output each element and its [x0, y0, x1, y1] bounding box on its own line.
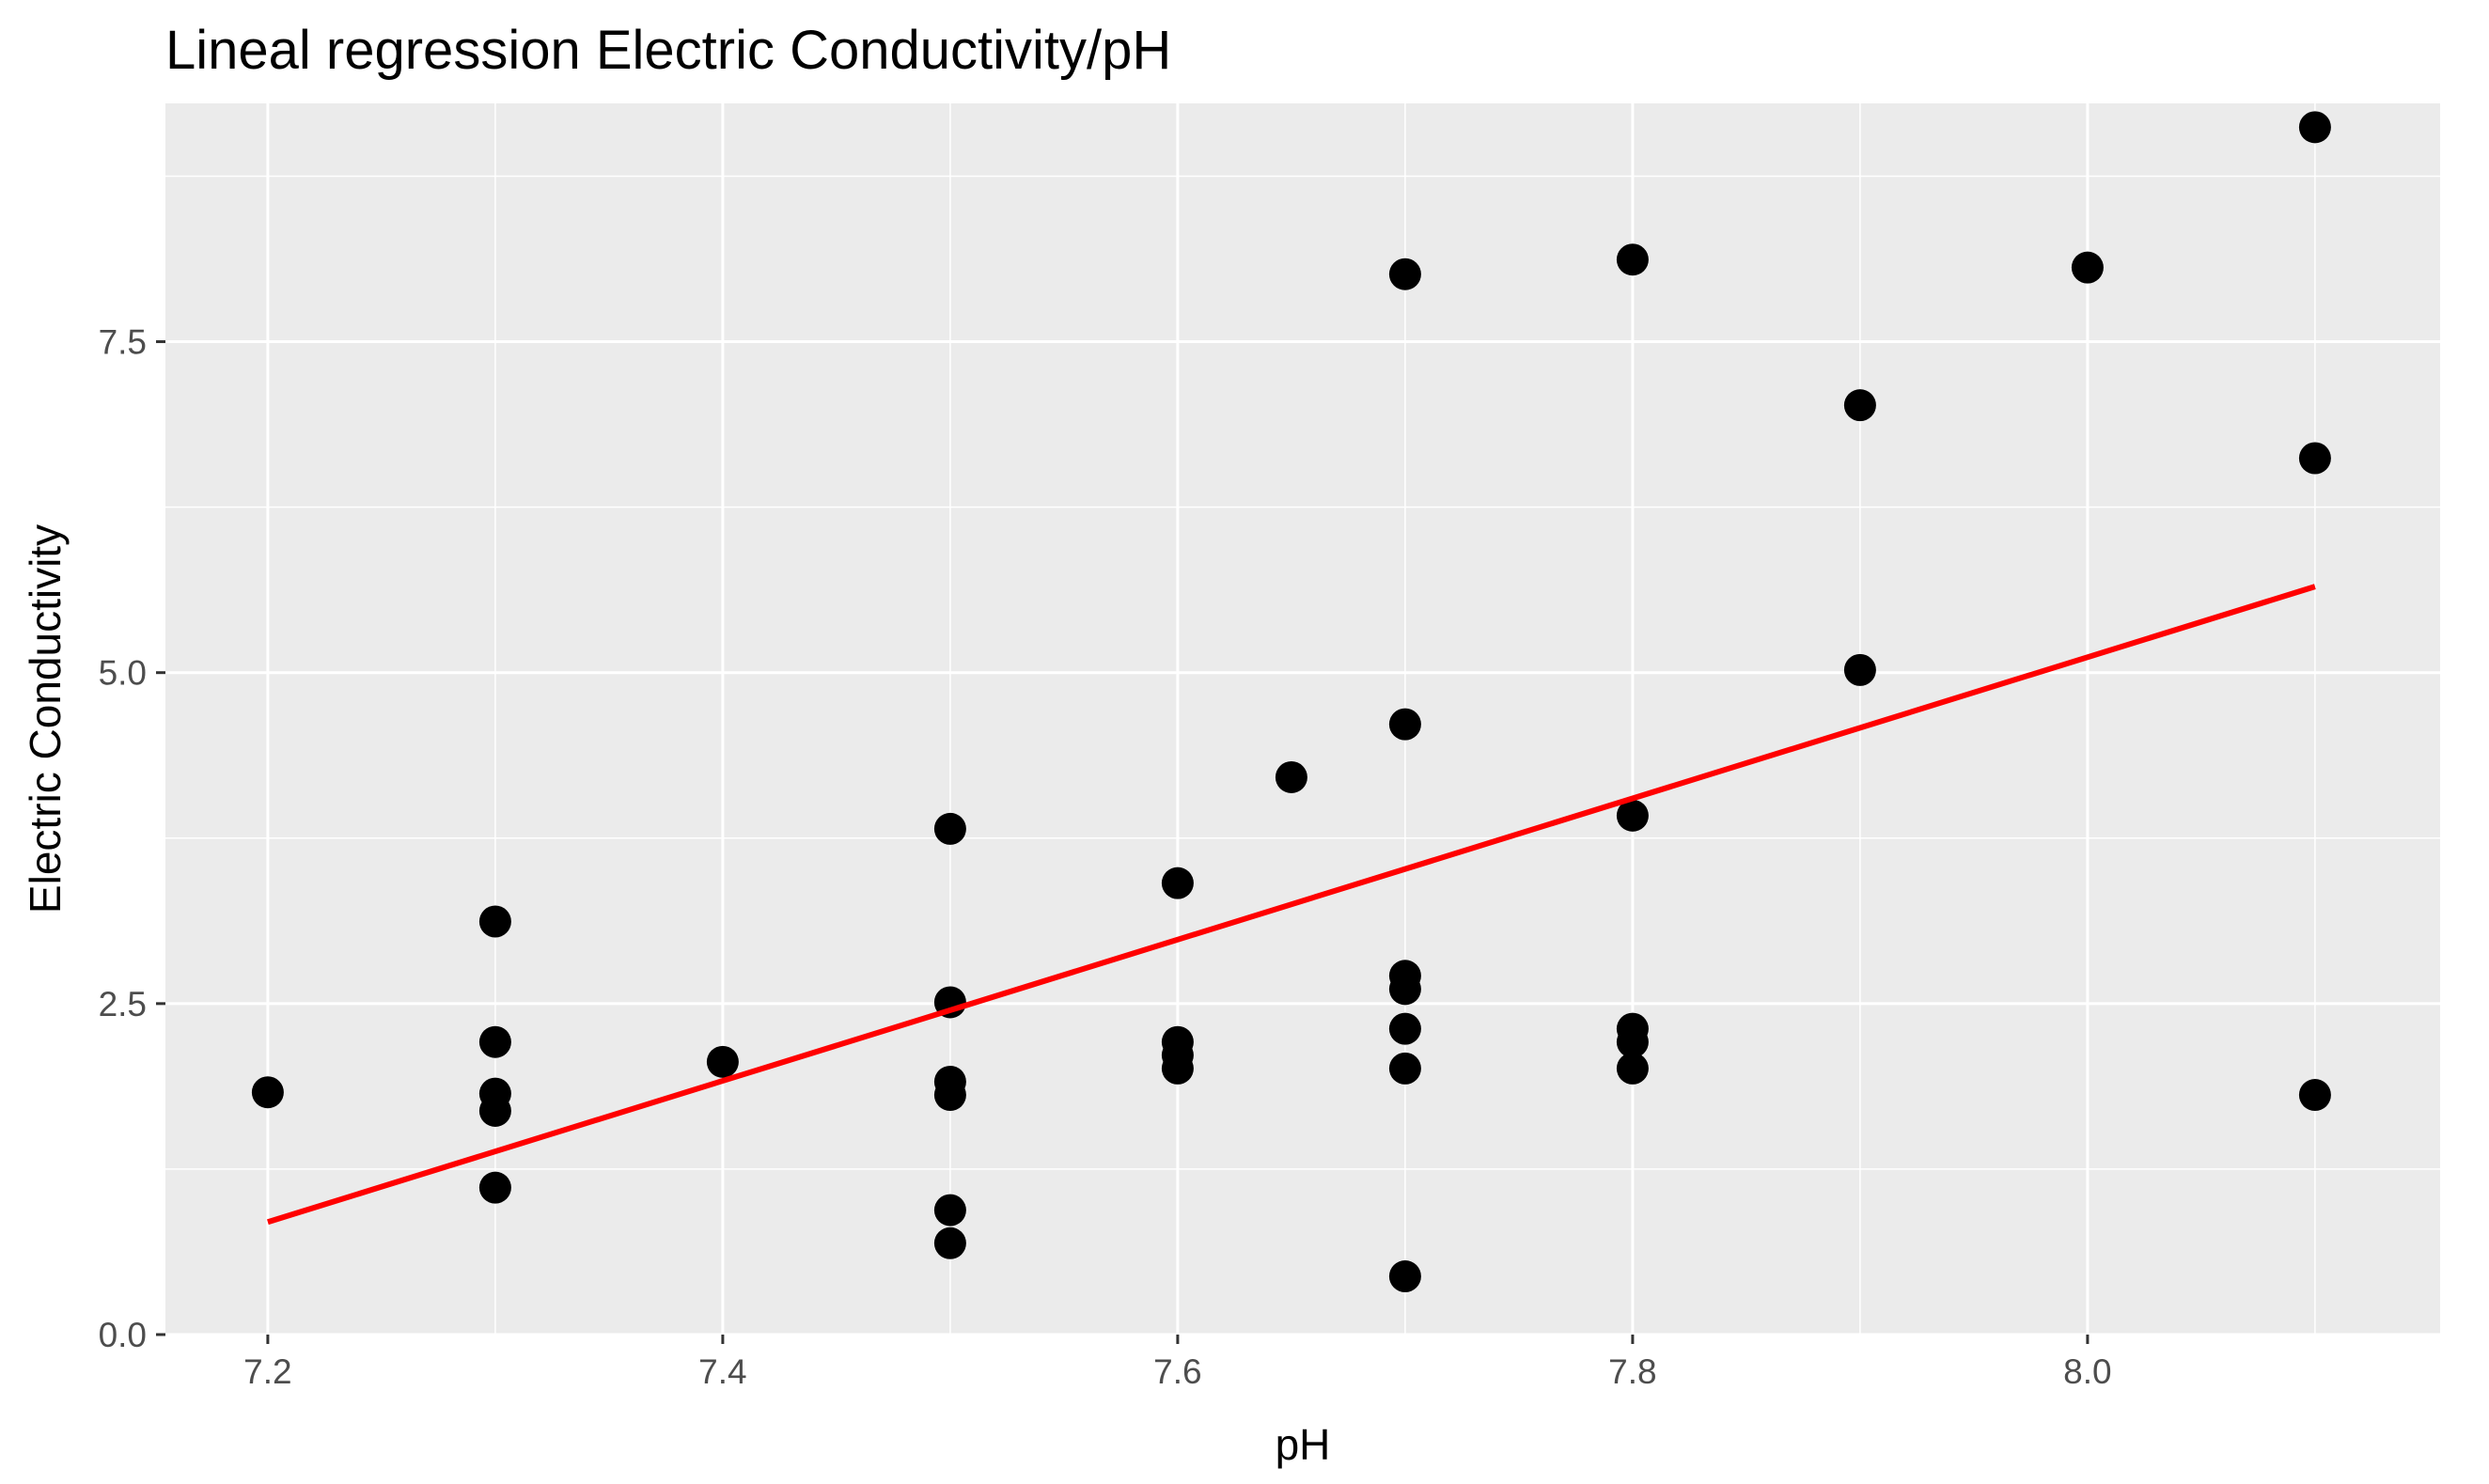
data-point — [478, 905, 511, 938]
data-point — [933, 1194, 966, 1226]
data-point — [478, 1025, 511, 1058]
data-point — [2298, 1079, 2331, 1112]
regression-line — [267, 584, 2316, 1226]
data-point — [1616, 799, 1649, 832]
y-tick-label: 7.5 — [99, 323, 147, 362]
regression-line-layer — [267, 584, 2316, 1226]
x-tick-label: 7.4 — [698, 1352, 746, 1391]
y-tick-label: 2.5 — [99, 985, 147, 1023]
data-point — [2298, 111, 2331, 144]
data-point — [478, 1171, 511, 1204]
data-point — [1388, 1012, 1421, 1045]
data-point — [706, 1045, 739, 1078]
data-point — [1616, 1052, 1649, 1085]
data-point — [933, 812, 966, 845]
major-gridlines — [165, 103, 2440, 1336]
data-point — [1161, 867, 1194, 899]
data-point — [1388, 708, 1421, 741]
chart-title: Lineal regression Electric Conductivity/… — [165, 20, 1171, 81]
data-point — [1388, 258, 1421, 290]
data-point — [1388, 1260, 1421, 1293]
data-point — [2071, 251, 2104, 284]
data-point — [1161, 1052, 1194, 1085]
data-point — [1843, 653, 1876, 686]
x-axis: 7.2 7.4 7.6 7.8 8.0 — [243, 1335, 2112, 1391]
data-point — [1388, 973, 1421, 1006]
x-tick-label: 7.6 — [1153, 1352, 1201, 1391]
x-tick-label: 7.8 — [1608, 1352, 1656, 1391]
y-axis-label: Electric Conductivity — [21, 524, 70, 914]
data-point — [1843, 389, 1876, 422]
x-tick-label: 8.0 — [2063, 1352, 2111, 1391]
y-tick-label: 0.0 — [99, 1316, 147, 1354]
data-point — [933, 1079, 966, 1112]
data-point — [2298, 442, 2331, 475]
data-point — [1275, 760, 1307, 793]
x-tick-label: 7.2 — [243, 1352, 291, 1391]
data-point — [1388, 1052, 1421, 1085]
minor-gridlines — [165, 103, 2440, 1335]
data-point — [1616, 1025, 1649, 1058]
data-point — [251, 1076, 284, 1109]
x-axis-label: pH — [1276, 1420, 1331, 1469]
y-tick-label: 5.0 — [99, 654, 147, 693]
y-axis: 0.0 2.5 5.0 7.5 — [99, 323, 165, 1354]
data-point — [478, 1094, 511, 1127]
data-point — [933, 1226, 966, 1259]
plot-panel — [165, 103, 2440, 1335]
data-point — [1616, 243, 1649, 276]
